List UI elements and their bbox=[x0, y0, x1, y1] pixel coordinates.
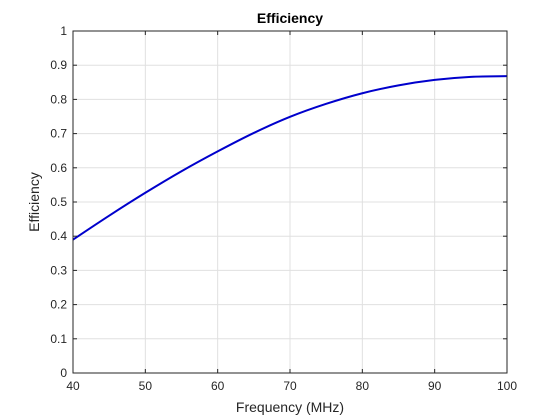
x-tick-label: 90 bbox=[428, 379, 442, 393]
y-tick-label: 0.4 bbox=[50, 229, 67, 243]
x-axis-ticks: 40 50 60 70 80 90 100 bbox=[66, 31, 517, 393]
x-tick-label: 60 bbox=[211, 379, 225, 393]
y-tick-label: 0.1 bbox=[50, 332, 67, 346]
x-tick-label: 70 bbox=[283, 379, 297, 393]
series-layer bbox=[72, 75, 508, 241]
chart-title: Efficiency bbox=[257, 10, 323, 26]
y-axis-label: Efficiency bbox=[26, 172, 42, 232]
y-tick-label: 0.9 bbox=[50, 58, 67, 72]
x-tick-label: 50 bbox=[139, 379, 153, 393]
y-tick-label: 0.3 bbox=[50, 263, 67, 277]
x-axis-label: Frequency (MHz) bbox=[236, 399, 344, 415]
y-tick-label: 0.8 bbox=[50, 92, 67, 106]
y-axis-ticks: 0 0.1 0.2 0.3 0.4 0.5 0.6 0.7 0.8 0.9 1 bbox=[50, 24, 507, 380]
y-tick-label: 0.7 bbox=[50, 127, 67, 141]
x-tick-label: 80 bbox=[356, 379, 370, 393]
y-tick-label: 0.6 bbox=[50, 161, 67, 175]
y-tick-label: 0 bbox=[60, 366, 67, 380]
grid bbox=[72, 30, 508, 374]
efficiency-series-line bbox=[72, 75, 508, 241]
y-tick-label: 0.5 bbox=[50, 195, 67, 209]
x-tick-label: 40 bbox=[66, 379, 80, 393]
y-tick-label: 0.2 bbox=[50, 298, 67, 312]
x-tick-label: 100 bbox=[497, 379, 517, 393]
y-tick-label: 1 bbox=[60, 24, 67, 38]
